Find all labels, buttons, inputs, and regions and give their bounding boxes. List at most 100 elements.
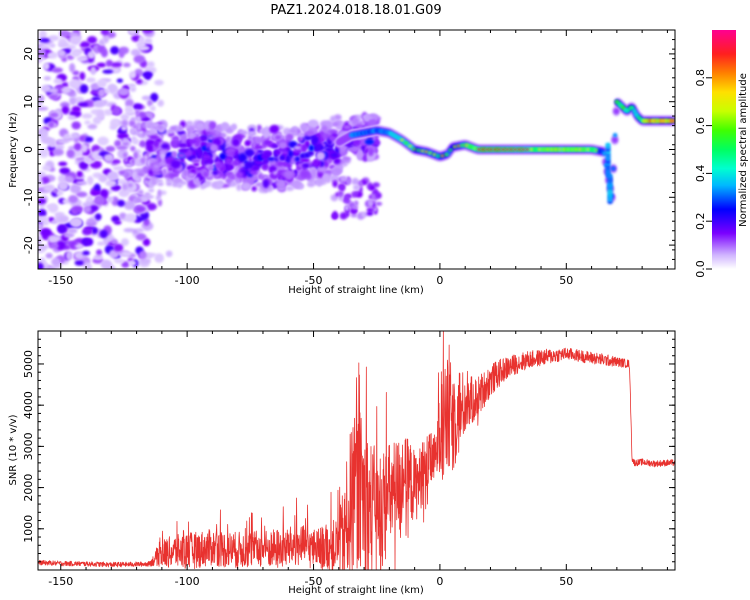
colorbar-ticks: 0.0 0.2 0.4 0.6 0.8	[694, 69, 712, 278]
heatmap-cell	[313, 159, 319, 166]
heatmap-cell	[501, 148, 505, 151]
heatmap-cell	[136, 227, 144, 233]
heatmap-cell	[38, 244, 49, 250]
heatmap-cell	[57, 223, 68, 234]
heatmap-cell	[117, 199, 126, 207]
heatmap-cell	[76, 170, 83, 177]
heatmap-cell	[477, 148, 481, 151]
heatmap-cell	[118, 188, 130, 198]
heatmap-cell	[76, 55, 89, 62]
heatmap-cell	[261, 162, 269, 171]
heatmap-cell	[271, 144, 280, 149]
heatmap-cell	[147, 61, 155, 68]
heatmap-cell	[236, 183, 242, 191]
heatmap-cell	[38, 208, 47, 218]
heatmap-cell	[144, 192, 151, 197]
heatmap-cell	[344, 194, 350, 203]
heatmap-cell	[136, 40, 147, 49]
heatmap-cell	[315, 143, 322, 152]
heatmap-cell	[489, 148, 493, 151]
heatmap-cell	[165, 181, 173, 187]
heatmap-cell	[288, 128, 297, 134]
heatmap-cell	[215, 162, 224, 169]
heatmap-cell	[38, 215, 49, 224]
heatmap-cell	[128, 260, 137, 266]
heatmap-cell	[203, 171, 209, 178]
snr-panel: -150 -100 -50 0 50 1000 2000 3000 4000 5000 Heigh…	[8, 330, 676, 596]
heatmap-cell	[561, 148, 566, 151]
heatmap-cell	[144, 37, 153, 45]
heatmap-cell	[135, 198, 142, 203]
heatmap-cell	[241, 183, 251, 191]
heatmap-cell	[300, 157, 310, 163]
heatmap-cell	[201, 154, 212, 159]
heatmap-cell	[142, 121, 147, 129]
heatmap-cell	[299, 122, 308, 132]
heatmap-cell	[68, 194, 79, 204]
heatmap-cell	[509, 148, 513, 151]
heatmap-cell	[311, 168, 317, 178]
heatmap-cell	[367, 199, 374, 208]
heatmap-cell	[268, 159, 277, 167]
heatmap-cell	[428, 151, 433, 155]
heatmap-cell	[84, 120, 91, 125]
heatmap-cell	[112, 165, 125, 171]
heatmap-cell	[180, 134, 188, 143]
heatmap-cell	[121, 261, 130, 268]
colorbar-tick-label: 0.0	[694, 260, 707, 278]
snr-frame	[37, 330, 676, 571]
heatmap-cell	[351, 177, 359, 186]
heatmap-cell	[97, 78, 107, 88]
heatmap-cell	[149, 157, 158, 163]
heatmap-cell	[103, 153, 114, 162]
spectrogram-ytick-label: -10	[22, 188, 35, 206]
heatmap-cell	[304, 140, 311, 149]
heatmap-cell	[212, 170, 218, 175]
heatmap-cell	[155, 178, 164, 184]
heatmap-cell	[432, 153, 437, 156]
heatmap-cell	[254, 160, 263, 165]
heatmap-cell	[321, 125, 328, 132]
heatmap-cell	[38, 171, 47, 178]
heatmap-cell	[346, 178, 352, 185]
heatmap-cell	[145, 202, 157, 211]
heatmap-cell	[165, 250, 173, 258]
heatmap-cell	[93, 254, 103, 261]
spectrogram-ytick-label: 10	[22, 95, 35, 109]
heatmap-cell	[232, 159, 241, 167]
heatmap-cell	[58, 161, 68, 167]
heatmap-cell	[452, 145, 457, 148]
heatmap-cell	[317, 171, 324, 178]
heatmap-cell	[176, 182, 183, 189]
heatmap-cell	[400, 138, 404, 142]
heatmap-cell	[118, 49, 125, 59]
heatmap-cell	[130, 145, 136, 152]
heatmap-cell	[368, 184, 376, 191]
figure-title: PAZ1.2024.018.18.01.G09	[270, 3, 441, 18]
heatmap-cell	[420, 149, 425, 153]
heatmap-cell	[252, 164, 260, 171]
heatmap-cell	[38, 48, 47, 58]
heatmap-cell	[330, 175, 340, 183]
heatmap-cell	[335, 125, 345, 131]
heatmap-cell	[38, 187, 45, 193]
heatmap-cell	[545, 148, 550, 151]
heatmap-cell	[41, 84, 52, 93]
heatmap-cell	[114, 139, 122, 148]
heatmap-cell	[90, 190, 102, 197]
heatmap-cell	[121, 119, 129, 127]
heatmap-cell	[123, 200, 136, 210]
heatmap-cell	[43, 75, 52, 81]
spectrogram-xtick-label: -150	[48, 274, 73, 287]
heatmap-cell	[634, 113, 639, 117]
heatmap-cell	[150, 92, 159, 103]
heatmap-cell	[111, 215, 121, 223]
heatmap-cell	[55, 145, 65, 150]
heatmap-cell	[57, 42, 70, 48]
heatmap-cell	[125, 163, 133, 168]
heatmap-cell	[95, 109, 106, 120]
heatmap-cell	[278, 142, 287, 149]
colorbar: 0.0 0.2 0.4 0.6 0.8 Normalized spectral ampl…	[694, 30, 749, 278]
heatmap-cell	[142, 71, 153, 78]
heatmap-cell	[75, 157, 85, 162]
